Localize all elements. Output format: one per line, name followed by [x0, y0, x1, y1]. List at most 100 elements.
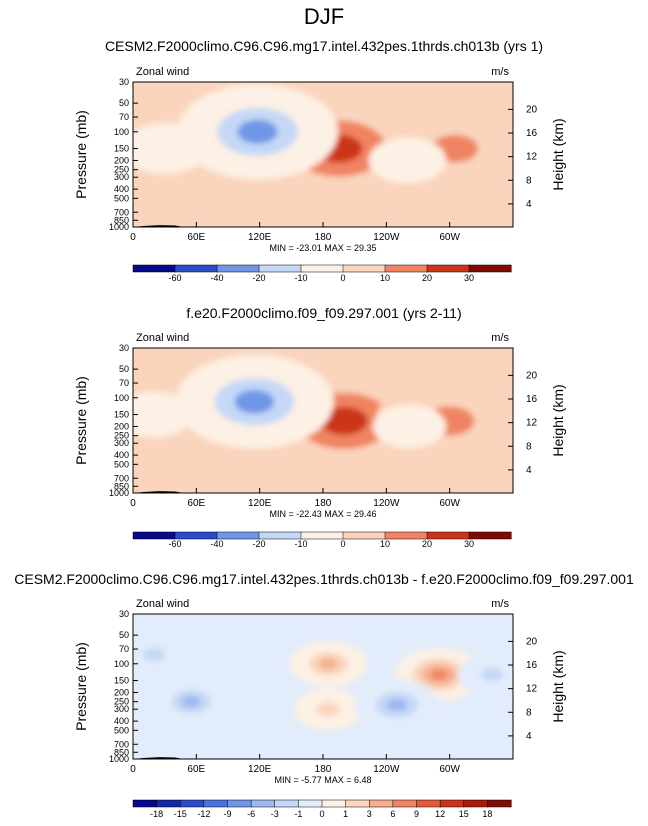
x-tick-label: 180: [315, 232, 332, 243]
y-tick-label: 700: [114, 207, 129, 217]
y-tick-label: 70: [119, 644, 129, 654]
colorbar-tick-label: -15: [174, 809, 187, 819]
y-tick-label: 250: [114, 165, 129, 175]
contour-min-5-level-2: [480, 667, 504, 682]
colorbar-box: [321, 799, 347, 808]
x-tick-label: 0: [130, 498, 136, 509]
colorbar-box: [487, 799, 512, 808]
colorbar-box: [468, 264, 512, 273]
y-tick-label: 850: [114, 481, 129, 491]
x-tick-label: 180: [315, 764, 332, 775]
x-tick-label: 60E: [187, 498, 205, 509]
y-right-tick-label: 16: [526, 660, 538, 671]
colorbar-tick-label: 0: [340, 273, 345, 283]
y-tick-label: 100: [114, 659, 129, 669]
colorbar-box: [300, 531, 344, 540]
colorbar-tick-label: -1: [294, 809, 302, 819]
y-right-axis-label: Height (km): [550, 118, 566, 190]
page-title: DJF: [303, 4, 345, 29]
panel-3-title: CESM2.F2000climo.C96.C96.mg17.intel.432p…: [14, 571, 634, 587]
colorbar-tick-label: -12: [197, 809, 210, 819]
y-tick-label: 70: [119, 112, 129, 122]
variable-label: Zonal wind: [136, 598, 189, 610]
colorbar-tick-label: -20: [252, 539, 265, 549]
colorbar-tick-label: 6: [390, 809, 395, 819]
colorbar-tick-label: -18: [150, 809, 163, 819]
colorbar-box: [463, 799, 488, 808]
colorbar-box: [384, 531, 428, 540]
colorbar-box: [392, 799, 418, 808]
colorbar-box: [274, 799, 299, 808]
y-tick-label: 100: [114, 393, 129, 403]
colorbar-tick-label: 3: [367, 809, 372, 819]
chart-panel-3: 3050701001502002503004005007008501000Pre…: [73, 598, 566, 819]
contour-field: [133, 348, 513, 493]
colorbar-tick-label: -60: [168, 273, 181, 283]
colorbar-box: [250, 799, 276, 808]
min-max-stats: MIN = -5.77 MAX = 6.48: [274, 775, 371, 785]
contour-min-2-level-3: [237, 119, 278, 144]
contour-min-3-level-3: [181, 695, 201, 708]
y-right-tick-label: 20: [526, 104, 538, 115]
y-right-tick-label: 12: [526, 684, 538, 695]
colorbar-box: [180, 799, 205, 808]
y-right-axis-label: Height (km): [550, 650, 566, 722]
y-right-tick-label: 8: [526, 175, 532, 186]
y-tick-label: 250: [114, 431, 129, 441]
y-tick-label: 150: [114, 144, 129, 154]
colorbar-box: [216, 264, 260, 273]
y-axis-label: Pressure (mb): [73, 376, 89, 465]
y-tick-label: 850: [114, 747, 129, 757]
contour-min-4-level-1: [388, 148, 427, 173]
colorbar-box: [342, 531, 386, 540]
x-tick-label: 120E: [248, 764, 272, 775]
x-tick-label: 60W: [439, 764, 460, 775]
y-tick-label: 1000: [109, 222, 129, 232]
y-tick-label: 200: [114, 155, 129, 165]
y-tick-label: 700: [114, 739, 129, 749]
y-right-tick-label: 4: [526, 199, 532, 210]
y-axis-label: Pressure (mb): [73, 110, 89, 199]
y-tick-label: 850: [114, 215, 129, 225]
y-tick-label: 30: [119, 77, 129, 87]
y-tick-label: 500: [114, 459, 129, 469]
colorbar-box: [174, 531, 218, 540]
colorbar-tick-label: -3: [271, 809, 279, 819]
contour-max-5-level-1: [228, 200, 270, 225]
contour-max-0-level-3: [320, 406, 368, 436]
y-right-axis-label: Height (km): [550, 384, 566, 456]
colorbar-box: [426, 264, 470, 273]
units-label: m/s: [491, 598, 509, 610]
contour-blobs: [133, 633, 513, 731]
contour-max-5-level-1: [224, 463, 264, 487]
x-tick-label: 60E: [187, 764, 205, 775]
y-tick-label: 30: [119, 609, 129, 619]
y-tick-label: 50: [119, 98, 129, 108]
colorbar-box: [298, 799, 323, 808]
colorbar-box: [345, 799, 370, 808]
y-tick-label: 50: [119, 630, 129, 640]
variable-label: Zonal wind: [136, 332, 189, 344]
contour-min-4-level-3: [386, 698, 408, 712]
colorbar-tick-label: 12: [435, 809, 445, 819]
chart-panel-1: 3050701001502002503004005007008501000Pre…: [73, 66, 566, 283]
contour-field: [133, 614, 513, 759]
colorbar-box: [132, 799, 158, 808]
x-tick-label: 0: [130, 232, 136, 243]
colorbar-tick-label: 20: [422, 273, 432, 283]
y-tick-label: 1000: [109, 488, 129, 498]
x-tick-label: 60W: [439, 232, 460, 243]
y-right-tick-label: 20: [526, 370, 538, 381]
y-tick-label: 150: [114, 676, 129, 686]
colorbar-tick-label: 30: [464, 539, 474, 549]
colorbar-box: [216, 531, 260, 540]
contour-field: [133, 82, 513, 227]
units-label: m/s: [491, 66, 509, 78]
x-tick-label: 60W: [439, 498, 460, 509]
y-tick-label: 150: [114, 410, 129, 420]
y-tick-label: 300: [114, 704, 129, 714]
y-tick-label: 100: [114, 127, 129, 137]
colorbar-tick-label: -10: [294, 539, 307, 549]
colorbar: -18 -15 -12 -9 -6 -3 -1 0 1 3 6 9 12 15 18: [132, 799, 512, 819]
colorbar-box: [468, 531, 512, 540]
